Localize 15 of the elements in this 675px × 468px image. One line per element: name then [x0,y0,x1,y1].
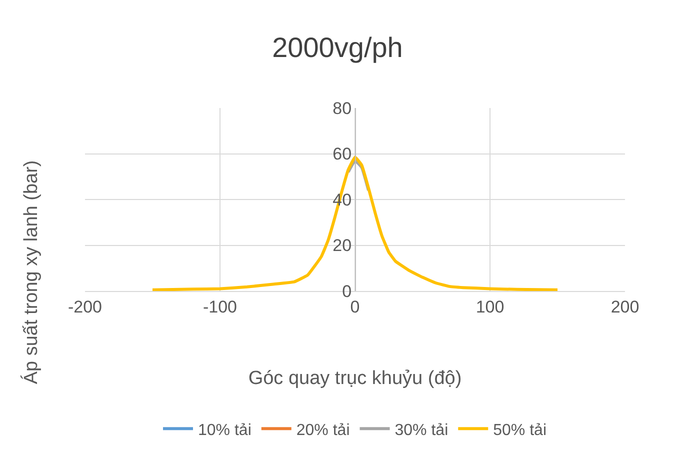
legend-label: 50% tải [493,422,546,439]
y-tick-label: 0 [342,282,352,301]
y-tick-label: 80 [332,98,352,118]
legend-label: 30% tải [394,422,448,439]
legend-label: 20% tải [296,422,350,439]
y-tick-label: 20 [332,236,352,256]
x-tick-label: -100 [202,297,238,316]
legend-label: 10% tải [198,422,252,439]
x-tick-label: 200 [610,297,640,316]
y-axis-title: Áp suất trong xy lanh (bar) [20,160,42,384]
chart-title: 2000vg/ph [272,32,403,64]
x-tick-label: -200 [68,297,102,316]
x-axis-title: Góc quay trục khuỷu (độ) [248,368,462,390]
y-tick-label: 60 [332,144,352,164]
x-tick-label: 100 [476,297,504,316]
